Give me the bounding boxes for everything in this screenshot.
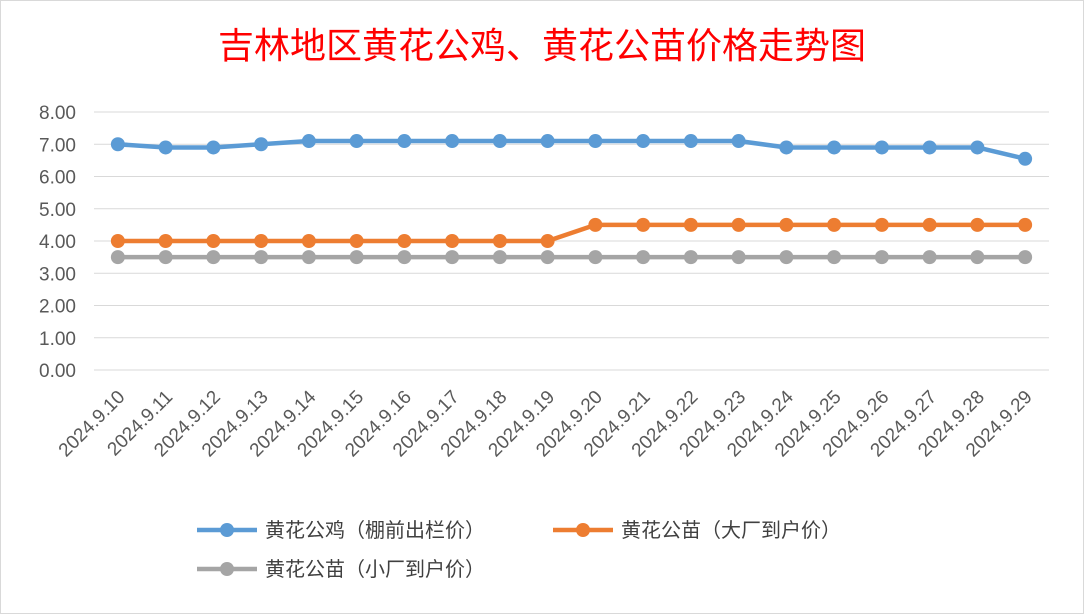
data-point [970,250,985,265]
data-point [158,234,173,248]
data-point [1018,151,1033,166]
data-point [301,234,316,248]
y-tick-label: 8.00 [39,103,76,124]
data-point [779,217,794,232]
data-point [445,234,460,248]
data-point [779,250,794,265]
y-tick-label: 0.00 [39,361,76,382]
data-point [1018,250,1033,265]
data-point [636,134,651,149]
data-point [110,234,125,248]
y-tick-label: 6.00 [39,168,76,189]
y-tick-label: 4.00 [39,232,76,253]
y-axis: 0.00 1.00 2.00 3.00 4.00 5.00 6.00 7.00 8.00 [39,103,76,382]
data-point [922,217,937,232]
data-point [731,134,746,149]
data-point [254,137,269,152]
legend-marker [220,523,234,537]
data-point [254,234,269,248]
data-point [540,134,555,149]
data-point [636,250,651,265]
series-lines [110,134,1033,265]
legend-label: 黄花公苗（小厂到户价） [265,557,485,581]
data-point [397,250,412,265]
data-point [540,234,555,248]
series-2 [110,217,1033,248]
data-point [397,234,412,248]
data-point [922,250,937,265]
data-point [779,140,794,155]
data-point [922,140,937,155]
data-point [158,250,173,265]
data-point [206,250,221,265]
legend-label: 黄花公苗（大厂到户价） [621,518,841,542]
data-point [206,234,221,248]
data-point [492,234,507,248]
x-axis: 2024.9.102024.9.112024.9.122024.9.132024… [55,386,1037,461]
data-point [349,134,364,149]
legend-item: 黄花公鸡（棚前出栏价） [197,518,485,542]
y-tick-label: 3.00 [39,264,76,285]
data-point [874,250,889,265]
series-3 [110,250,1033,265]
data-point [254,250,269,265]
data-point [1018,217,1033,232]
data-point [445,250,460,265]
y-tick-label: 1.00 [39,329,76,350]
data-point [636,217,651,232]
data-point [731,250,746,265]
y-tick-label: 7.00 [39,135,76,156]
legend-marker [576,523,590,537]
data-point [110,250,125,265]
series-1 [110,134,1033,166]
data-point [301,250,316,265]
y-tick-label: 2.00 [39,297,76,318]
data-point [731,217,746,232]
legend-item: 黄花公苗（小厂到户价） [197,557,485,581]
data-point [540,250,555,265]
y-tick-label: 5.00 [39,200,76,221]
data-point [492,250,507,265]
data-point [683,217,698,232]
data-point [827,140,842,155]
legend-item: 黄花公苗（大厂到户价） [553,518,841,542]
data-point [301,134,316,149]
legend: 黄花公鸡（棚前出栏价） 黄花公苗（大厂到户价） 黄花公苗（小厂到户价） [197,518,841,581]
chart-title: 吉林地区黄花公鸡、黄花公苗价格走势图 [217,26,866,67]
series-line [117,222,1026,244]
data-point [874,140,889,155]
data-point [588,250,603,265]
data-point [397,134,412,149]
data-point [970,140,985,155]
legend-label: 黄花公鸡（棚前出栏价） [265,518,485,542]
data-point [158,140,173,155]
data-point [445,134,460,149]
data-point [827,250,842,265]
series-line [117,138,1026,161]
data-point [588,217,603,232]
data-point [970,217,985,232]
data-point [492,134,507,149]
data-point [683,134,698,149]
legend-marker [220,562,234,576]
data-point [349,250,364,265]
data-point [874,217,889,232]
data-point [827,217,842,232]
data-point [588,134,603,149]
data-point [683,250,698,265]
data-point [206,140,221,155]
data-point [349,234,364,248]
data-point [110,137,125,152]
